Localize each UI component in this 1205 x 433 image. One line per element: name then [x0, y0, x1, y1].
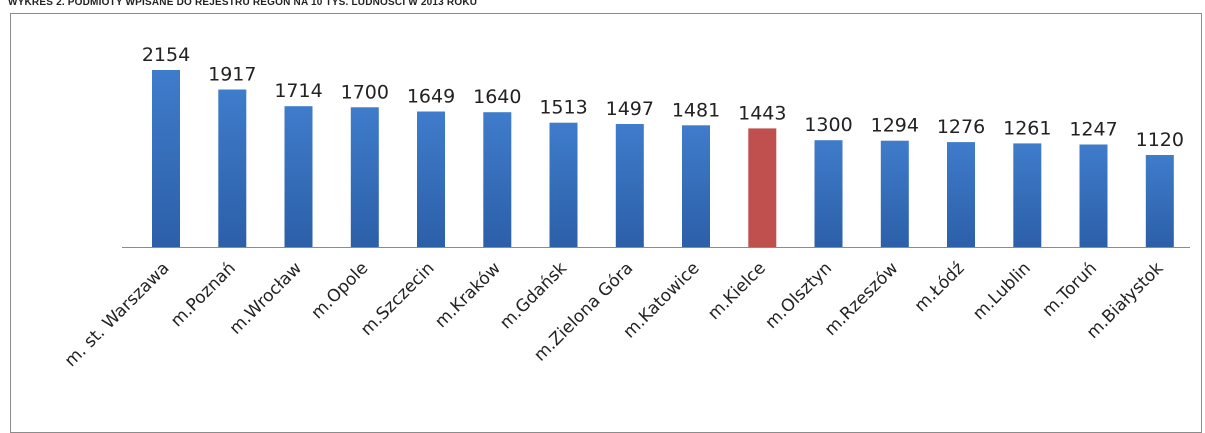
- bar-7: [549, 122, 578, 247]
- data-label: 1294: [871, 115, 919, 137]
- data-label: 1261: [1003, 117, 1051, 139]
- bar-15: [1079, 144, 1108, 247]
- data-label: 1247: [1069, 119, 1117, 141]
- bar-8: [615, 124, 644, 247]
- data-label: 2154: [142, 44, 190, 66]
- page-title: WYKRES 2. PODMIOTY WPISANE DO REJESTRU R…: [8, 0, 478, 8]
- x-tick-label: m.Opole: [307, 258, 372, 323]
- data-label: 1649: [407, 86, 455, 108]
- bar-14: [1013, 143, 1042, 247]
- bar-3: [284, 106, 313, 247]
- data-label: 1276: [937, 116, 985, 138]
- data-label: 1300: [804, 114, 852, 136]
- bar-11: [814, 140, 843, 247]
- data-label: 1917: [208, 64, 256, 86]
- data-label: 1481: [672, 99, 720, 121]
- bar-4: [350, 107, 379, 247]
- bar-13: [947, 142, 975, 247]
- bar-10: [748, 128, 777, 247]
- data-label: 1700: [341, 81, 389, 103]
- x-tick-label: m.Lublin: [969, 258, 1035, 324]
- x-tick-label: m.Kraków: [431, 258, 505, 332]
- data-labels-layer: 2154 1917 1714 1700 1649 1640 1513 1497 1481 1443…: [142, 44, 1184, 151]
- data-label: 1443: [738, 102, 786, 124]
- bar-9: [682, 125, 710, 247]
- bar-16: [1145, 155, 1174, 247]
- data-label: 1513: [539, 97, 587, 119]
- x-tick-label: m. st. Warszawa: [61, 258, 174, 371]
- bar-1: [152, 70, 180, 247]
- data-label: 1120: [1136, 129, 1184, 151]
- data-label: 1640: [473, 86, 521, 108]
- bar-2: [218, 89, 247, 247]
- data-label: 1497: [606, 98, 654, 120]
- data-label: 1714: [274, 80, 322, 102]
- bars-layer: [152, 70, 1174, 247]
- x-tick-label: m.Kielce: [704, 258, 770, 324]
- bar-5: [417, 111, 445, 247]
- x-tick-label: m.Wrocław: [226, 258, 306, 338]
- x-tick-label: m.Toruń: [1039, 258, 1102, 321]
- bar-6: [483, 112, 512, 247]
- x-tick-label: m.Łódź: [911, 258, 969, 316]
- bar-12: [880, 140, 909, 247]
